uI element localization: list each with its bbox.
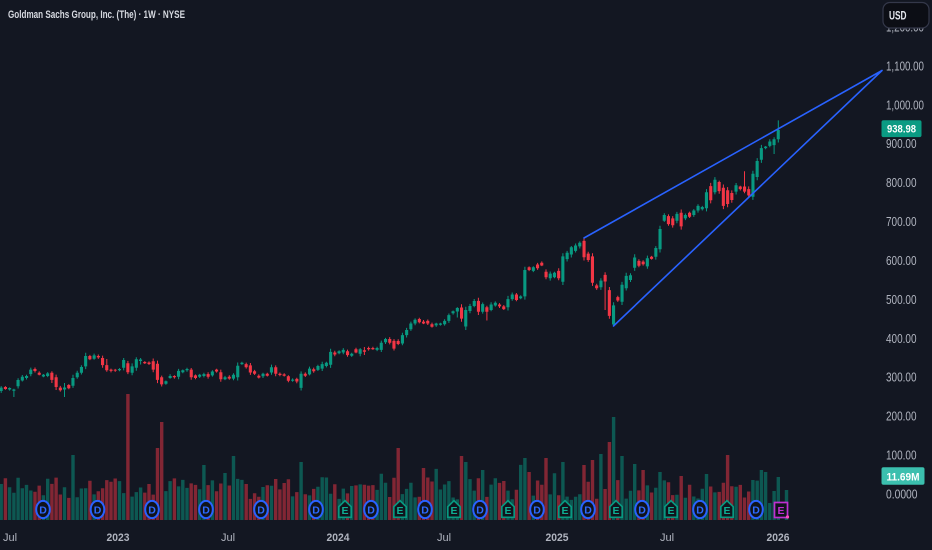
svg-text:D: D xyxy=(312,505,320,517)
svg-text:2025: 2025 xyxy=(546,532,569,544)
svg-text:2026: 2026 xyxy=(767,532,790,544)
svg-text:E: E xyxy=(561,505,568,517)
svg-text:300.00: 300.00 xyxy=(886,371,917,385)
svg-text:11.69M: 11.69M xyxy=(887,471,920,483)
svg-text:E: E xyxy=(723,505,730,517)
svg-text:200.00: 200.00 xyxy=(886,410,917,424)
svg-text:0.0000: 0.0000 xyxy=(886,488,918,502)
svg-text:Jul: Jul xyxy=(437,532,451,544)
svg-text:1,100.00: 1,100.00 xyxy=(886,59,924,73)
svg-text:2024: 2024 xyxy=(327,532,351,544)
svg-text:400.00: 400.00 xyxy=(886,332,917,346)
svg-text:E: E xyxy=(341,505,348,517)
svg-text:E: E xyxy=(504,505,511,517)
svg-text:600.00: 600.00 xyxy=(886,254,917,268)
svg-text:D: D xyxy=(696,505,704,517)
svg-text:800.00: 800.00 xyxy=(886,176,917,190)
svg-text:2023: 2023 xyxy=(107,532,130,544)
svg-text:D: D xyxy=(257,505,265,517)
svg-text:D: D xyxy=(148,505,156,517)
svg-text:E: E xyxy=(396,505,403,517)
svg-text:Goldman Sachs Group, Inc. (The: Goldman Sachs Group, Inc. (The) · 1W · N… xyxy=(8,9,185,21)
svg-text:D: D xyxy=(533,505,541,517)
svg-text:USD: USD xyxy=(889,11,907,23)
svg-text:D: D xyxy=(638,505,646,517)
svg-text:D: D xyxy=(752,505,760,517)
svg-text:D: D xyxy=(421,505,429,517)
svg-text:Jul: Jul xyxy=(660,532,674,544)
svg-text:E: E xyxy=(450,505,457,517)
svg-text:D: D xyxy=(584,505,592,517)
svg-text:D: D xyxy=(94,505,102,517)
svg-text:500.00: 500.00 xyxy=(886,293,917,307)
svg-text:D: D xyxy=(367,505,375,517)
svg-text:100.00: 100.00 xyxy=(886,449,917,463)
svg-text:D: D xyxy=(39,505,47,517)
svg-text:Jul: Jul xyxy=(3,532,17,544)
svg-text:700.00: 700.00 xyxy=(886,215,917,229)
svg-text:900.00: 900.00 xyxy=(886,137,917,151)
svg-text:1,000.00: 1,000.00 xyxy=(886,98,924,112)
svg-text:938.98: 938.98 xyxy=(887,124,916,136)
svg-text:E: E xyxy=(667,505,674,517)
svg-text:Jul: Jul xyxy=(221,532,235,544)
svg-text:D: D xyxy=(476,505,484,517)
svg-text:E: E xyxy=(612,505,619,517)
svg-text:D: D xyxy=(202,505,210,517)
svg-text:E: E xyxy=(777,505,784,517)
